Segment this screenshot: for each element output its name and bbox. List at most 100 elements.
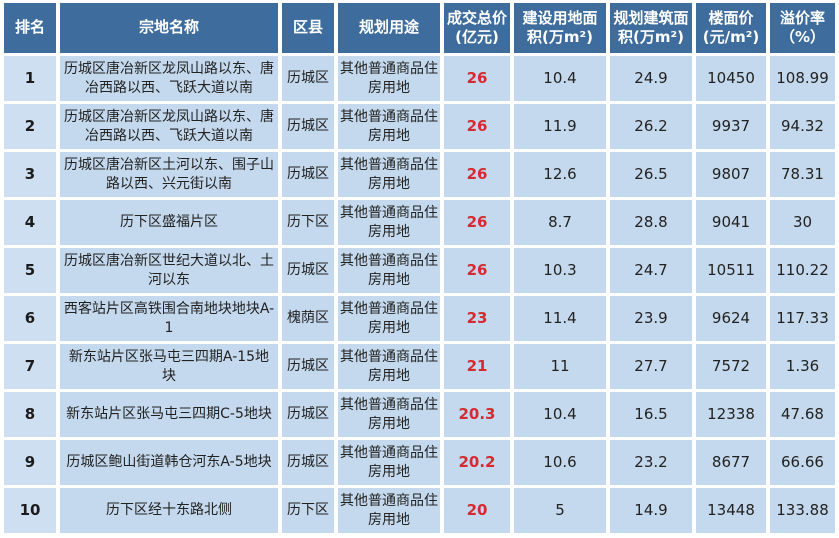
column-header-premium: 溢价率（%）: [770, 3, 835, 53]
cell-district: 历城区: [282, 440, 334, 485]
cell-price: 20.2: [444, 440, 510, 485]
cell-land_area: 10.4: [514, 56, 606, 101]
cell-land_area: 11.9: [514, 104, 606, 149]
cell-premium: 1.36: [770, 344, 835, 389]
cell-rank: 6: [4, 296, 56, 341]
cell-price: 26: [444, 104, 510, 149]
cell-floor_price: 9624: [696, 296, 766, 341]
cell-build_area: 14.9: [610, 488, 692, 533]
cell-name: 西客站片区高铁围合南地块地块A-1: [60, 296, 278, 341]
cell-name: 历城区唐冶新区土河以东、围子山路以西、兴元街以南: [60, 152, 278, 197]
column-header-district: 区县: [282, 3, 334, 53]
cell-floor_price: 9937: [696, 104, 766, 149]
cell-build_area: 27.7: [610, 344, 692, 389]
cell-rank: 1: [4, 56, 56, 101]
cell-price: 23: [444, 296, 510, 341]
cell-land_area: 10.4: [514, 392, 606, 437]
cell-name: 新东站片区张马屯三四期C-5地块: [60, 392, 278, 437]
cell-rank: 3: [4, 152, 56, 197]
cell-premium: 108.99: [770, 56, 835, 101]
cell-use: 其他普通商品住房用地: [338, 344, 440, 389]
cell-rank: 5: [4, 248, 56, 293]
cell-district: 历下区: [282, 200, 334, 245]
cell-use: 其他普通商品住房用地: [338, 248, 440, 293]
cell-premium: 30: [770, 200, 835, 245]
column-header-build_area: 规划建筑面积(万m²): [610, 3, 692, 53]
cell-floor_price: 10450: [696, 56, 766, 101]
cell-land_area: 10.6: [514, 440, 606, 485]
cell-rank: 9: [4, 440, 56, 485]
cell-premium: 66.66: [770, 440, 835, 485]
cell-build_area: 23.9: [610, 296, 692, 341]
column-header-rank: 排名: [4, 3, 56, 53]
cell-name: 新东站片区张马屯三四期A-15地块: [60, 344, 278, 389]
cell-build_area: 23.2: [610, 440, 692, 485]
cell-district: 历城区: [282, 248, 334, 293]
table-header-row: 排名 宗地名称 区县 规划用途 成交总价(亿元) 建设用地面积(万m²) 规划建筑面积(万m…: [4, 3, 835, 53]
cell-land_area: 5: [514, 488, 606, 533]
cell-price: 26: [444, 248, 510, 293]
cell-district: 历城区: [282, 344, 334, 389]
cell-price: 26: [444, 56, 510, 101]
cell-price: 20: [444, 488, 510, 533]
table-row: 7 新东站片区张马屯三四期A-15地块 历城区 其他普通商品住房用地 21 11 27.7 7…: [4, 344, 835, 389]
cell-land_area: 12.6: [514, 152, 606, 197]
table-row: 8 新东站片区张马屯三四期C-5地块 历城区 其他普通商品住房用地 20.3 10.4 16…: [4, 392, 835, 437]
table-row: 6 西客站片区高铁围合南地块地块A-1 槐荫区 其他普通商品住房用地 23 11.4 23.…: [4, 296, 835, 341]
cell-premium: 133.88: [770, 488, 835, 533]
cell-use: 其他普通商品住房用地: [338, 392, 440, 437]
cell-premium: 110.22: [770, 248, 835, 293]
cell-build_area: 26.5: [610, 152, 692, 197]
table-row: 4 历下区盛福片区 历下区 其他普通商品住房用地 26 8.7 28.8 9041 30: [4, 200, 835, 245]
cell-district: 历城区: [282, 392, 334, 437]
cell-name: 历下区盛福片区: [60, 200, 278, 245]
column-header-price: 成交总价(亿元): [444, 3, 510, 53]
cell-district: 历下区: [282, 488, 334, 533]
table-row: 5 历城区唐冶新区世纪大道以北、土河以东 历城区 其他普通商品住房用地 26 10.3 24…: [4, 248, 835, 293]
cell-build_area: 26.2: [610, 104, 692, 149]
table-row: 1 历城区唐冶新区龙凤山路以东、唐冶西路以西、飞跃大道以南 历城区 其他普通商品住房用…: [4, 56, 835, 101]
cell-price: 26: [444, 152, 510, 197]
cell-price: 26: [444, 200, 510, 245]
cell-build_area: 28.8: [610, 200, 692, 245]
table-row: 9 历城区鲍山街道韩仓河东A-5地块 历城区 其他普通商品住房用地 20.2 10.6 23…: [4, 440, 835, 485]
cell-floor_price: 12338: [696, 392, 766, 437]
cell-use: 其他普通商品住房用地: [338, 104, 440, 149]
cell-build_area: 16.5: [610, 392, 692, 437]
cell-price: 21: [444, 344, 510, 389]
cell-floor_price: 8677: [696, 440, 766, 485]
cell-rank: 10: [4, 488, 56, 533]
cell-land_area: 11.4: [514, 296, 606, 341]
column-header-floor_price: 楼面价(元/m²): [696, 3, 766, 53]
cell-use: 其他普通商品住房用地: [338, 488, 440, 533]
cell-build_area: 24.9: [610, 56, 692, 101]
table-body: 1 历城区唐冶新区龙凤山路以东、唐冶西路以西、飞跃大道以南 历城区 其他普通商品住房用…: [4, 56, 835, 533]
cell-use: 其他普通商品住房用地: [338, 56, 440, 101]
cell-land_area: 8.7: [514, 200, 606, 245]
cell-name: 历城区唐冶新区世纪大道以北、土河以东: [60, 248, 278, 293]
cell-rank: 2: [4, 104, 56, 149]
cell-rank: 7: [4, 344, 56, 389]
column-header-name: 宗地名称: [60, 3, 278, 53]
cell-use: 其他普通商品住房用地: [338, 440, 440, 485]
cell-premium: 117.33: [770, 296, 835, 341]
table-row: 3 历城区唐冶新区土河以东、围子山路以西、兴元街以南 历城区 其他普通商品住房用地 26…: [4, 152, 835, 197]
cell-rank: 8: [4, 392, 56, 437]
cell-district: 历城区: [282, 152, 334, 197]
cell-build_area: 24.7: [610, 248, 692, 293]
column-header-land_area: 建设用地面积(万m²): [514, 3, 606, 53]
cell-land_area: 11: [514, 344, 606, 389]
cell-floor_price: 9041: [696, 200, 766, 245]
cell-name: 历城区唐冶新区龙凤山路以东、唐冶西路以西、飞跃大道以南: [60, 56, 278, 101]
cell-name: 历城区唐冶新区龙凤山路以东、唐冶西路以西、飞跃大道以南: [60, 104, 278, 149]
column-header-use: 规划用途: [338, 3, 440, 53]
table-row: 10 历下区经十东路北侧 历下区 其他普通商品住房用地 20 5 14.9 13448 133.…: [4, 488, 835, 533]
cell-use: 其他普通商品住房用地: [338, 296, 440, 341]
cell-district: 槐荫区: [282, 296, 334, 341]
cell-use: 其他普通商品住房用地: [338, 152, 440, 197]
cell-floor_price: 9807: [696, 152, 766, 197]
table-header: 排名 宗地名称 区县 规划用途 成交总价(亿元) 建设用地面积(万m²) 规划建筑面积(万m…: [4, 3, 835, 53]
cell-district: 历城区: [282, 104, 334, 149]
cell-name: 历下区经十东路北侧: [60, 488, 278, 533]
